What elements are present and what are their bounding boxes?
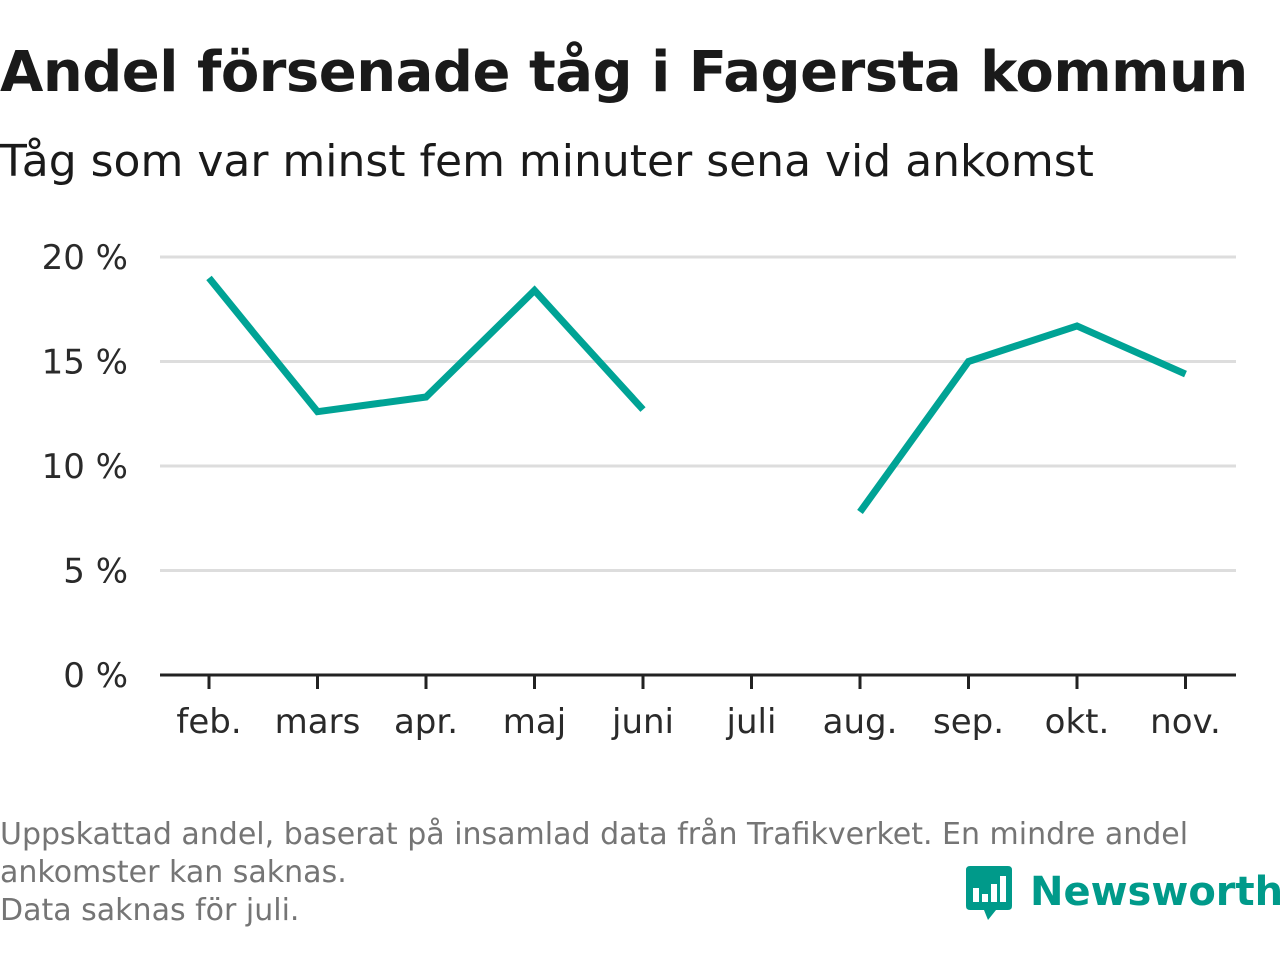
footnote: Uppskattad andel, baserat på insamlad da… [0, 816, 1189, 930]
series-line-segment [857, 322, 1187, 515]
x-tick-label: feb. [176, 702, 241, 742]
y-axis-ticks: 0 % 5 % 10 % 15 % 20 % [42, 238, 128, 696]
y-tick-label: 20 % [42, 238, 128, 278]
footnote-line-2: ankomster kan saknas. [0, 855, 347, 890]
x-tick-label: nov. [1150, 702, 1221, 742]
x-tick-label: maj [503, 702, 566, 742]
y-tick-label: 5 % [63, 552, 128, 592]
logo-text: Newsworthy [1030, 869, 1280, 915]
x-tick-label: apr. [394, 702, 458, 742]
x-tick-label: okt. [1045, 702, 1110, 742]
x-tick-label: aug. [823, 702, 898, 742]
footnote-line-1: Uppskattad andel, baserat på insamlad da… [0, 817, 1189, 852]
chart-title: Andel försenade tåg i Fagersta kommun [0, 40, 1248, 105]
x-axis-ticks: feb. mars apr. maj juni juli aug. sep. okt. nov. [176, 675, 1221, 742]
newsworthy-chat-bars-icon [966, 866, 1012, 920]
series-line-segment [206, 275, 646, 416]
x-tick-label: juli [726, 702, 777, 742]
x-tick-label: sep. [933, 702, 1004, 742]
grid-lines [160, 255, 1236, 572]
chart-subtitle: Tåg som var minst fem minuter sena vid a… [0, 136, 1094, 187]
y-tick-label: 15 % [42, 343, 128, 383]
series-lines [206, 275, 1187, 515]
y-tick-label: 0 % [63, 656, 128, 696]
x-tick-label: juni [611, 702, 674, 742]
y-tick-label: 10 % [42, 447, 128, 487]
x-tick-label: mars [275, 702, 361, 742]
newsworthy-logo: Newsworthy [964, 862, 1280, 922]
footnote-line-3: Data saknas för juli. [0, 893, 300, 928]
